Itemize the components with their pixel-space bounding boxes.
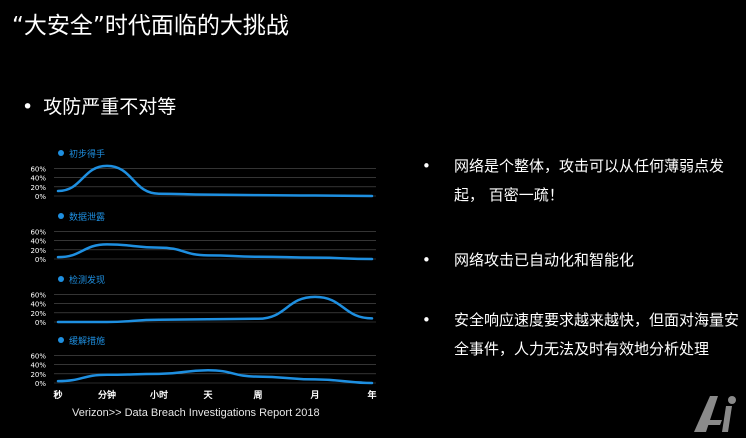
bullet-text: 安全响应速度要求越来越快，但面对海量安全事件，人力无法及时有效地分析处理: [454, 311, 740, 358]
x-tick-label: 天: [203, 390, 213, 401]
panel-title: 检测发现: [69, 274, 105, 286]
panel-marker-icon: [58, 213, 64, 219]
x-tick-label: 分钟: [98, 389, 116, 401]
y-tick-label: 20%: [30, 247, 46, 255]
panel-title: 数据泄露: [69, 211, 105, 223]
y-tick-label: 40%: [30, 301, 46, 309]
y-tick-label: 20%: [30, 310, 46, 318]
bullet-item: • 网络是个整体，攻击可以从任何薄弱点发起， 百密一疏！: [422, 152, 742, 210]
y-tick-label: 0%: [35, 319, 46, 327]
y-tick-label: 40%: [30, 362, 46, 370]
series-line: [56, 295, 374, 324]
bullet-item: • 网络攻击已自动化和智能化: [422, 246, 634, 275]
bullet-dot-icon: •: [22, 96, 34, 118]
x-tick-label: 秒: [53, 389, 62, 401]
panel-title: 缓解措施: [69, 335, 105, 347]
bullet-dot-icon: •: [422, 311, 431, 329]
y-tick-label: 20%: [30, 184, 46, 192]
panel-title: 初步得手: [69, 148, 105, 160]
panel-marker-icon: [58, 337, 64, 343]
y-tick-label: 60%: [30, 166, 46, 174]
series-line: [56, 368, 374, 385]
y-tick-label: 0%: [35, 380, 46, 388]
bullet-item: • 安全响应速度要求越来越快，但面对海量安全事件，人力无法及时有效地分析处理: [422, 306, 742, 364]
x-tick-label: 小时: [149, 389, 168, 401]
x-tick-label: 月: [309, 390, 319, 401]
bullet-dot-icon: •: [422, 157, 431, 175]
x-tick-label: 年: [367, 389, 376, 401]
y-tick-label: 0%: [35, 256, 46, 264]
ai-logo-icon: [694, 396, 736, 432]
bullet-text: 网络是个整体，攻击可以从任何薄弱点发起， 百密一疏！: [454, 157, 725, 204]
x-tick-label: 周: [253, 390, 262, 401]
y-tick-label: 60%: [30, 229, 46, 237]
section-subtitle: • 攻防严重不对等: [22, 92, 176, 119]
bullet-text: 网络攻击已自动化和智能化: [454, 251, 635, 269]
y-tick-label: 40%: [30, 238, 46, 246]
subtitle-text: 攻防严重不对等: [43, 96, 177, 118]
y-tick-label: 0%: [35, 193, 46, 201]
panel-marker-icon: [58, 150, 64, 156]
bullet-dot-icon: •: [422, 251, 431, 269]
y-tick-label: 40%: [30, 175, 46, 183]
series-line: [56, 243, 374, 261]
series-line: [56, 164, 374, 198]
page-title: “大安全”时代面临的大挑战: [12, 13, 289, 39]
y-tick-label: 20%: [30, 371, 46, 379]
y-tick-label: 60%: [30, 292, 46, 300]
panel-marker-icon: [58, 276, 64, 282]
chart-source-caption: Verizon>> Data Breach Investigations Rep…: [72, 407, 320, 419]
y-tick-label: 60%: [30, 353, 46, 361]
